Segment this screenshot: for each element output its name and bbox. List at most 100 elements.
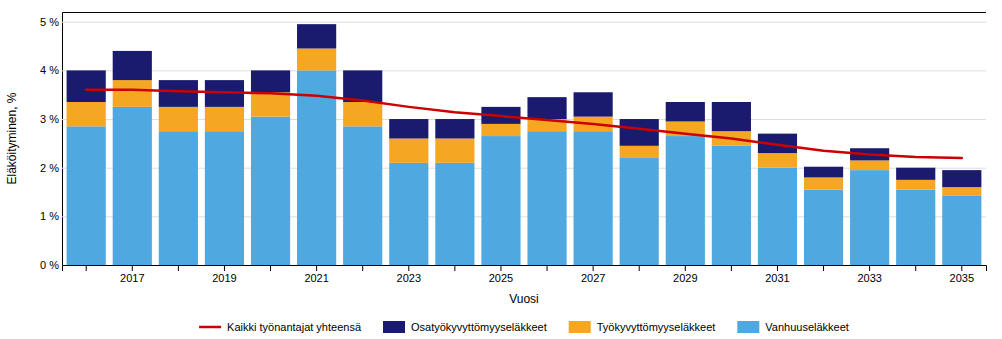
x-tick-mark xyxy=(270,265,271,271)
x-tick xyxy=(362,265,363,271)
x-tick: 2019 xyxy=(212,265,236,284)
bar xyxy=(297,24,336,48)
y-tick-label: 5 % xyxy=(40,16,59,28)
y-tick-label: 2 % xyxy=(40,162,59,174)
grid-line xyxy=(62,168,986,169)
x-tick: 2027 xyxy=(581,265,605,284)
bar xyxy=(67,102,106,126)
y-axis-line xyxy=(63,13,987,266)
x-tick-mark xyxy=(593,265,594,271)
x-tick-label: 2017 xyxy=(120,272,144,284)
chart: 0 %1 %2 %3 %4 %5 %2017201920212023202520… xyxy=(0,0,1002,339)
x-tick-mark xyxy=(86,265,87,271)
bar xyxy=(620,158,659,265)
bar xyxy=(435,163,474,265)
marks xyxy=(67,24,982,265)
x-tick-mark xyxy=(500,265,501,271)
bar xyxy=(620,146,659,158)
bar xyxy=(620,119,659,146)
x-tick: 2017 xyxy=(120,265,144,284)
x-tick-label: 2033 xyxy=(857,272,881,284)
x-tick-label: 2019 xyxy=(212,272,236,284)
x-tick: 2035 xyxy=(950,265,974,284)
bar xyxy=(297,48,336,70)
bar xyxy=(942,187,981,196)
x-axis-line xyxy=(63,266,987,272)
bar xyxy=(850,160,889,170)
bar-series xyxy=(67,48,982,195)
bar xyxy=(251,92,290,116)
x-tick-mark xyxy=(823,265,824,271)
bar xyxy=(113,107,152,265)
bar xyxy=(205,107,244,131)
y-tick: 4 % xyxy=(40,64,986,76)
bar xyxy=(527,97,566,119)
x-tick-mark xyxy=(454,265,455,271)
x-tick-label: 2031 xyxy=(765,272,789,284)
bar xyxy=(804,190,843,265)
bar xyxy=(389,139,428,163)
x-axis: 2017201920212023202520272029203120332035 xyxy=(63,265,987,284)
x-tick-label: 2027 xyxy=(581,272,605,284)
bar xyxy=(297,70,336,265)
bar xyxy=(205,131,244,265)
legend-label: Vanhuuseläkkeet xyxy=(765,321,849,333)
y-tick: 5 % xyxy=(40,16,986,28)
legend-label: Kaikki työnantajat yhteensä xyxy=(227,321,362,333)
y-tick-label: 0 % xyxy=(40,259,59,271)
bar xyxy=(942,170,981,187)
x-tick xyxy=(731,265,732,271)
bar xyxy=(435,139,474,163)
x-tick-mark xyxy=(316,265,317,271)
x-tick-mark xyxy=(132,265,133,271)
x-tick: 2031 xyxy=(765,265,789,284)
bar xyxy=(159,80,198,107)
legend-item: Osatyökyvyttömyyseläkkeet xyxy=(383,321,547,333)
x-tick-label: 2025 xyxy=(489,272,513,284)
bar xyxy=(435,119,474,138)
x-tick-label: 2029 xyxy=(673,272,697,284)
grid-line xyxy=(62,70,986,71)
bar xyxy=(758,168,797,265)
bar xyxy=(527,131,566,265)
bar xyxy=(159,107,198,131)
x-tick xyxy=(178,265,179,271)
y-tick-label: 1 % xyxy=(40,210,59,222)
x-tick-mark xyxy=(777,265,778,271)
bar xyxy=(389,163,428,265)
bar-series xyxy=(67,70,982,265)
legend-swatch xyxy=(199,326,221,329)
y-tick-label: 4 % xyxy=(40,64,59,76)
x-tick: 2023 xyxy=(397,265,421,284)
x-tick xyxy=(270,265,271,271)
bar xyxy=(343,102,382,126)
legend-swatch xyxy=(737,321,759,333)
x-tick xyxy=(454,265,455,271)
bar xyxy=(343,126,382,265)
bar xyxy=(804,177,843,189)
bar xyxy=(666,102,705,121)
y-tick-label: 3 % xyxy=(40,113,59,125)
x-tick xyxy=(915,265,916,271)
bar xyxy=(758,153,797,168)
x-tick: 2033 xyxy=(857,265,881,284)
x-tick-label: 2023 xyxy=(397,272,421,284)
bar xyxy=(67,70,106,102)
y-axis-title: Eläköityminen, % xyxy=(5,92,19,184)
legend-item: Vanhuuseläkkeet xyxy=(737,321,849,333)
x-tick-mark xyxy=(178,265,179,271)
legend-item: Kaikki työnantajat yhteensä xyxy=(199,321,362,333)
bar xyxy=(481,136,520,265)
x-tick-mark xyxy=(869,265,870,271)
x-tick-mark xyxy=(408,265,409,271)
bar xyxy=(804,167,843,178)
bar xyxy=(850,170,889,265)
bar xyxy=(896,180,935,190)
bar xyxy=(343,70,382,102)
bar xyxy=(712,102,751,131)
bar xyxy=(251,70,290,92)
legend-swatch xyxy=(569,321,591,333)
bar xyxy=(942,196,981,265)
trend-line xyxy=(86,90,962,158)
x-tick-mark xyxy=(224,265,225,271)
